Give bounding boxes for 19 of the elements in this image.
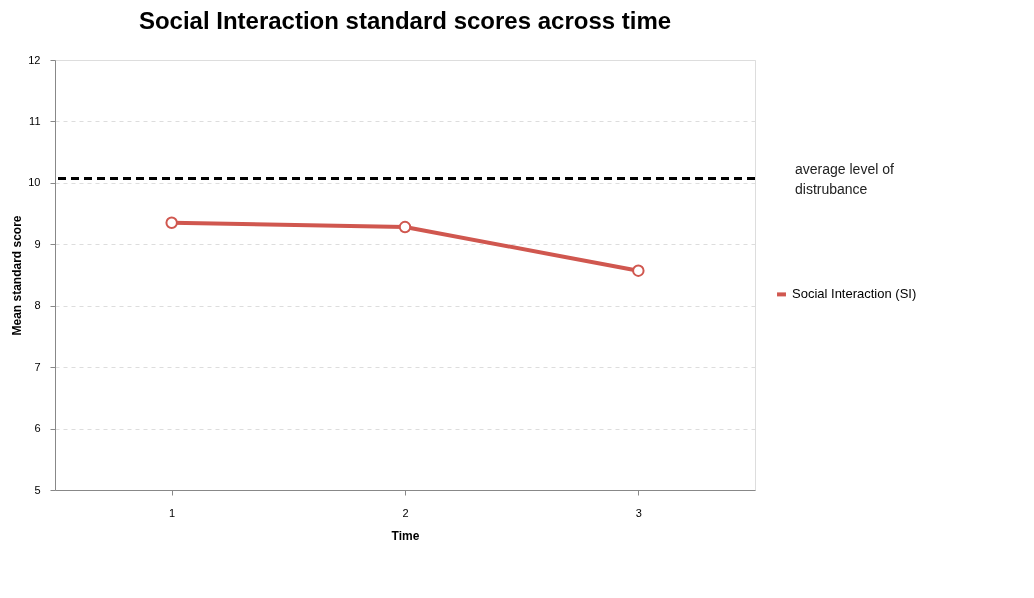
x-axis-title: Time	[391, 528, 420, 543]
legend-label: Social Interaction (SI)	[792, 286, 917, 302]
y-tick-label: 9	[34, 237, 41, 250]
y-tick-label: 11	[29, 114, 41, 127]
chart-title: Social Interaction standard scores across time	[138, 7, 672, 34]
point	[398, 220, 412, 234]
y-tick-label: 8	[34, 299, 41, 312]
x-tick-label: 3	[635, 506, 642, 519]
y-tick-label: 12	[28, 53, 41, 66]
ref-line-label: average level of distrubance	[795, 160, 894, 197]
point	[165, 216, 178, 230]
y-axis-title: Mean standard score	[10, 215, 25, 336]
y-tick-label: 10	[28, 176, 41, 189]
y-tick-label: 6	[34, 422, 41, 435]
x-tick-label: 2	[402, 506, 409, 519]
x-tick-label: 1	[169, 506, 176, 519]
y-tick-label: 7	[34, 360, 41, 373]
y-tick-label: 5	[34, 483, 41, 496]
point	[632, 264, 645, 277]
